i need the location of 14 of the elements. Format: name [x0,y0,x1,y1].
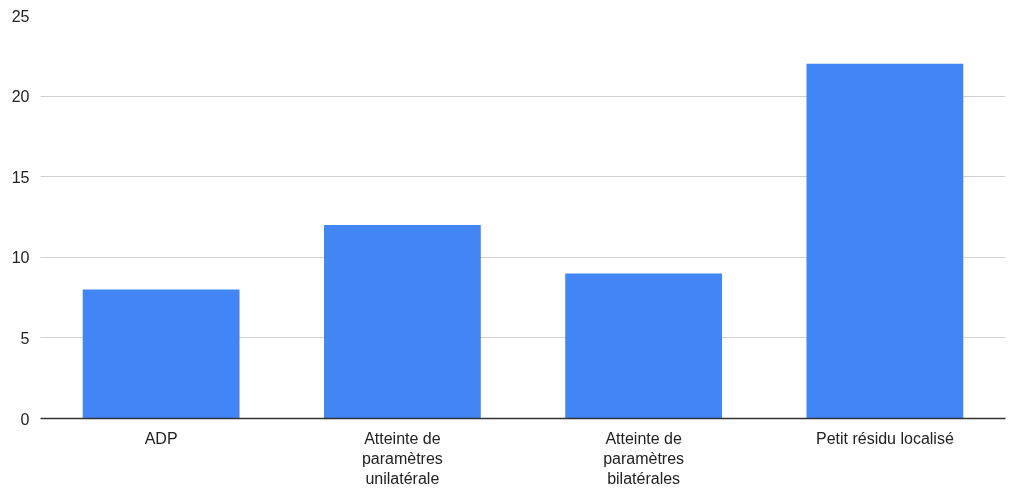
y-tick-label: 10 [11,249,30,267]
x-tick-label: Petit résidu localisé [815,429,954,447]
bar [323,225,481,419]
x-tick-label: Atteinte de paramètres bilatérales [603,429,685,488]
x-tick-label: Atteinte de paramètres unilatérale [361,429,443,488]
bar [82,289,240,419]
y-tick-label: 25 [11,7,30,25]
y-tick-label: 15 [11,168,30,186]
y-tick-label: 20 [11,88,30,106]
y-tick-label: 5 [20,329,30,347]
x-tick-label: ADP [144,429,178,447]
bar [806,63,964,419]
bar [565,273,723,419]
y-tick-label: 0 [20,410,30,428]
